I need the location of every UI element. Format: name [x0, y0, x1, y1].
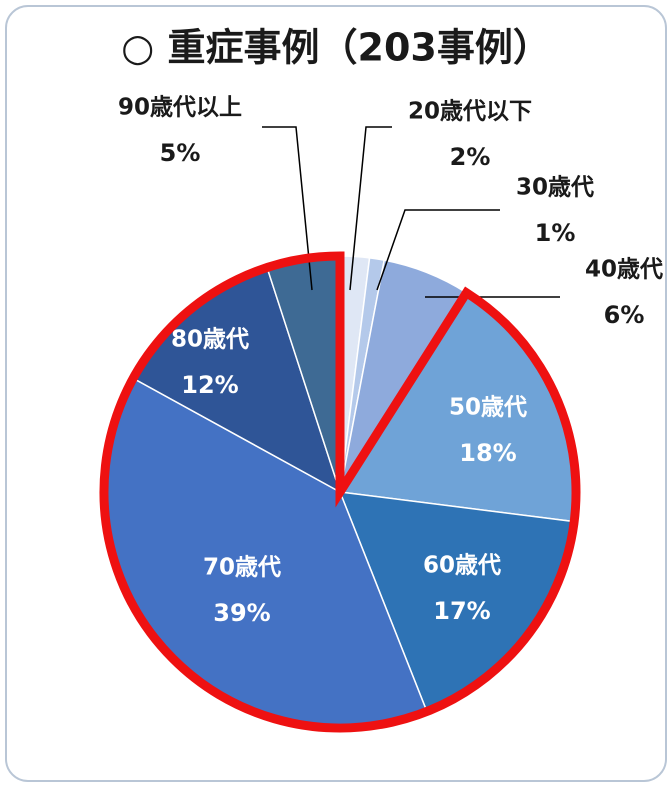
leader-line — [262, 126, 313, 291]
slice-value-label: 12% — [181, 371, 238, 399]
slice-label: 20歳代以下 — [408, 99, 532, 125]
leader-line — [376, 209, 500, 291]
slice-value-label: 17% — [433, 597, 490, 625]
slice-label: 70歳代 — [203, 555, 281, 581]
chart-title: ○ 重症事例（203事例） — [121, 26, 551, 70]
highlight-outline — [99, 251, 581, 733]
slice-label: 60歳代 — [423, 553, 501, 579]
leader-line — [349, 126, 392, 291]
slice-value-label: 18% — [459, 439, 516, 467]
slice-value-label: 39% — [213, 599, 270, 627]
slice-label: 80歳代 — [171, 327, 249, 353]
slice-label: 90歳代以上 — [118, 95, 242, 121]
slice-value-label: 6% — [604, 301, 645, 329]
slice-label: 30歳代 — [516, 175, 594, 201]
slice-value-label: 5% — [160, 139, 201, 167]
slice-label: 40歳代 — [585, 257, 663, 283]
slice-label: 50歳代 — [449, 395, 527, 421]
slice-value-label: 1% — [535, 219, 576, 247]
slice-value-label: 2% — [450, 143, 491, 171]
